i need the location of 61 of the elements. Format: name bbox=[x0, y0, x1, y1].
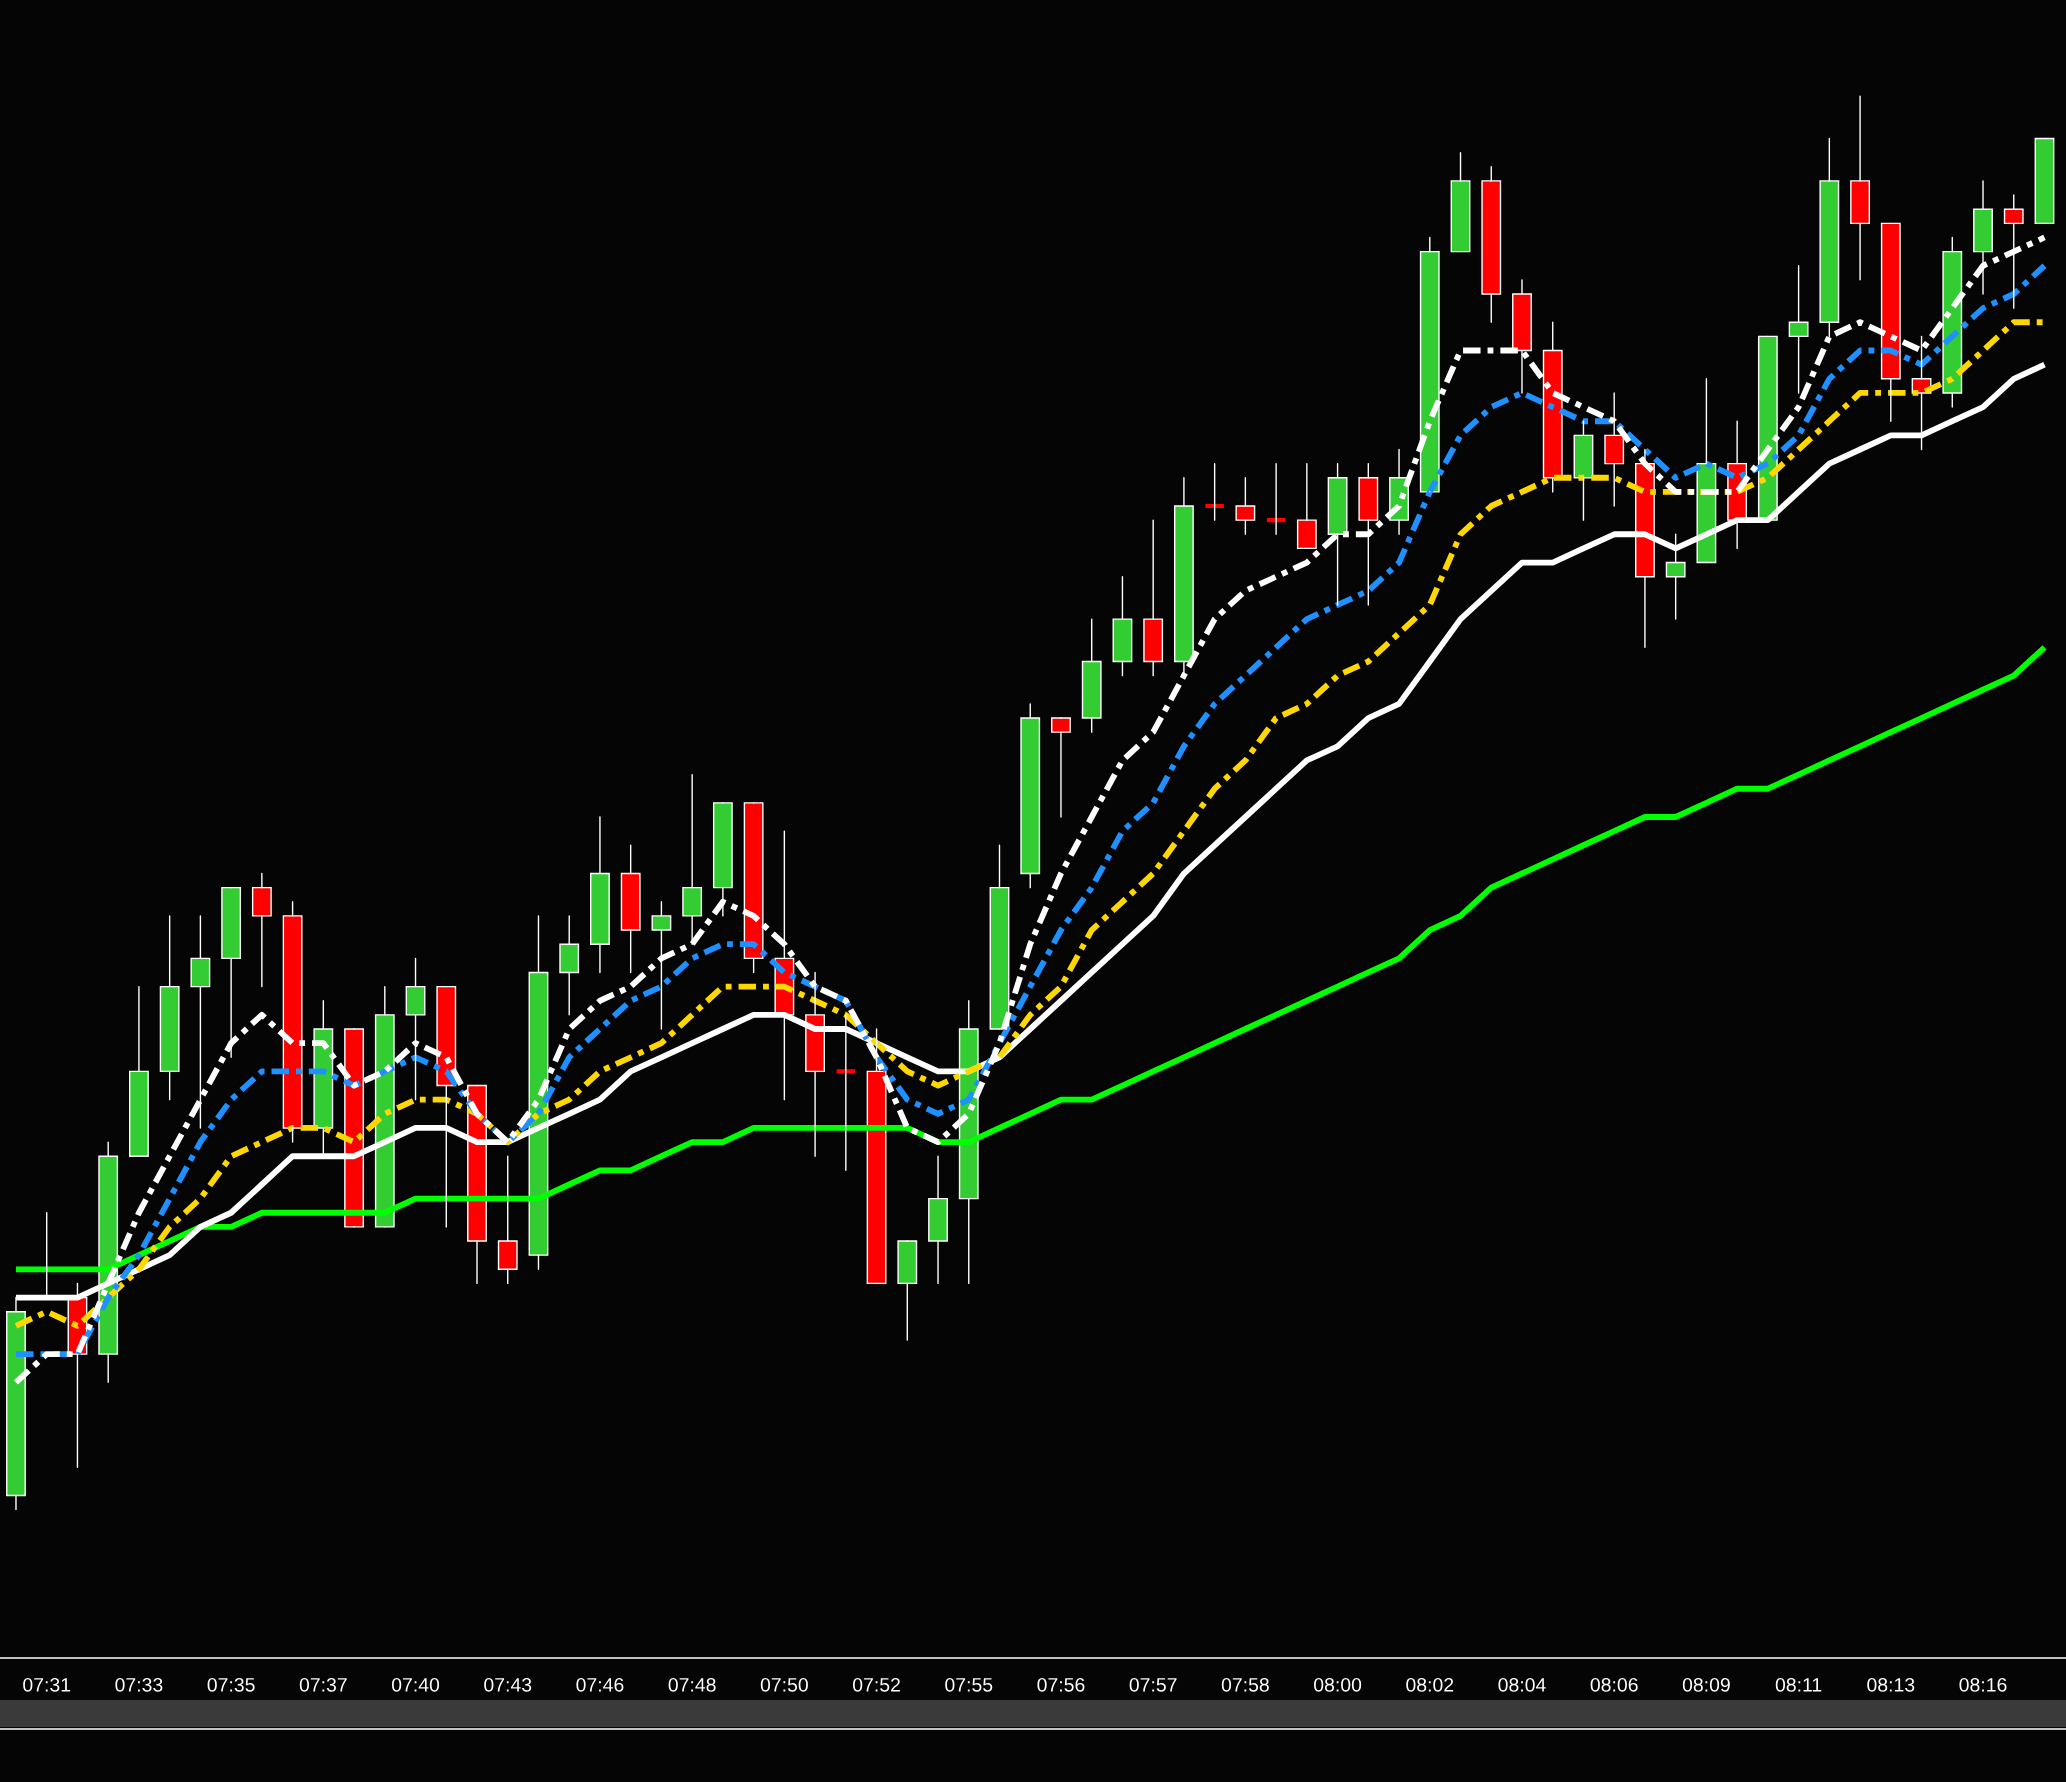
candlestick bbox=[620, 844, 641, 974]
candlestick bbox=[1112, 576, 1133, 677]
candlestick bbox=[1020, 703, 1041, 889]
candlestick bbox=[1450, 151, 1471, 253]
candlestick bbox=[1512, 279, 1532, 394]
candlestick bbox=[651, 901, 672, 1030]
candlestick bbox=[1296, 462, 1317, 550]
candlestick bbox=[1081, 618, 1102, 733]
x-tick-label: 08:04 bbox=[1498, 1677, 1546, 1692]
x-tick-label: 07:48 bbox=[668, 1677, 716, 1692]
candlestick bbox=[1481, 166, 1502, 323]
x-tick-label: 08:13 bbox=[1867, 1677, 1915, 1692]
x-tick-label: 07:52 bbox=[852, 1677, 900, 1692]
candlestick bbox=[159, 915, 180, 1101]
candlestick bbox=[1604, 392, 1625, 507]
candlestick bbox=[1327, 462, 1348, 606]
x-tick-label: 08:09 bbox=[1682, 1677, 1730, 1692]
x-tick-label: 07:43 bbox=[484, 1677, 532, 1692]
candlestick bbox=[405, 957, 426, 1101]
x-tick-label: 08:06 bbox=[1590, 1677, 1638, 1692]
x-tick-label: 07:37 bbox=[299, 1677, 347, 1692]
candlestick bbox=[805, 971, 826, 1157]
candlestick bbox=[1573, 420, 1594, 521]
x-tick-label: 07:58 bbox=[1221, 1677, 1269, 1692]
x-tick-label: 07:35 bbox=[207, 1677, 255, 1692]
candlestick bbox=[436, 985, 457, 1228]
candlestick bbox=[1850, 95, 1870, 281]
candlestick bbox=[497, 1155, 518, 1285]
candlestick bbox=[897, 1240, 918, 1341]
candlestick bbox=[1788, 265, 1809, 394]
candlestick bbox=[712, 802, 733, 917]
x-tick-label: 07:56 bbox=[1037, 1677, 1085, 1692]
candlestick bbox=[928, 1155, 948, 1285]
candlestick bbox=[2034, 137, 2055, 225]
candlestick bbox=[251, 872, 272, 988]
x-tick-label: 08:16 bbox=[1959, 1677, 2007, 1692]
candlestick bbox=[221, 886, 242, 1058]
candlestick bbox=[282, 901, 303, 1143]
candlestick bbox=[682, 773, 703, 945]
candlestick bbox=[129, 985, 149, 1157]
x-tick-label: 07:55 bbox=[945, 1677, 993, 1692]
x-tick-label: 07:50 bbox=[760, 1677, 808, 1692]
x-tick-label: 07:31 bbox=[23, 1677, 71, 1692]
x-tick-label: 08:00 bbox=[1314, 1677, 1362, 1692]
candlestick bbox=[1143, 519, 1164, 677]
x-tick-label: 08:11 bbox=[1775, 1677, 1822, 1692]
candlestick bbox=[866, 1028, 887, 1285]
candlestick bbox=[989, 844, 1010, 1030]
x-tick-label: 07:57 bbox=[1129, 1677, 1177, 1692]
candlestick bbox=[590, 816, 610, 974]
candlestick bbox=[1051, 717, 1071, 818]
candlestick bbox=[559, 915, 580, 1016]
x-tick-label: 07:33 bbox=[115, 1677, 163, 1692]
candlestick bbox=[1665, 533, 1686, 620]
candlestick bbox=[190, 915, 211, 1129]
x-tick-label: 07:40 bbox=[391, 1677, 440, 1692]
candlestick bbox=[1235, 477, 1256, 535]
candlestick bbox=[1358, 462, 1379, 606]
x-tick-label: 08:02 bbox=[1406, 1677, 1454, 1692]
x-tick-label: 07:46 bbox=[576, 1677, 624, 1692]
candlestick bbox=[1542, 321, 1563, 493]
